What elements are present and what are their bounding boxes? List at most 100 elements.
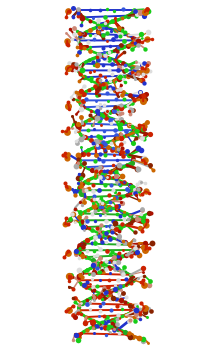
Point [129, 302, 132, 307]
Point [128, 152, 131, 158]
Point [138, 89, 141, 94]
Point [86, 151, 90, 157]
Point [82, 83, 86, 89]
Point [82, 15, 85, 20]
Point [110, 28, 113, 34]
Point [128, 182, 131, 188]
Point [99, 165, 103, 170]
Point [82, 282, 86, 288]
Point [131, 69, 134, 75]
Point [77, 334, 81, 340]
Point [104, 231, 107, 236]
Point [119, 297, 123, 303]
Point [107, 204, 110, 209]
Point [143, 240, 146, 246]
Point [77, 249, 80, 254]
Point [133, 40, 137, 46]
Point [102, 229, 105, 235]
Point [114, 176, 117, 181]
Point [138, 77, 142, 82]
Point [86, 128, 90, 133]
Point [75, 52, 78, 58]
Point [114, 296, 118, 302]
Point [104, 115, 107, 120]
Point [101, 171, 104, 177]
Point [96, 283, 99, 289]
Point [124, 295, 128, 300]
Point [143, 305, 146, 311]
Point [105, 230, 108, 236]
Point [64, 70, 68, 76]
Point [115, 145, 119, 150]
Point [126, 148, 129, 154]
Point [88, 225, 91, 230]
Point [124, 241, 127, 246]
Point [143, 158, 146, 163]
Point [78, 245, 82, 251]
Point [80, 300, 83, 306]
Point [125, 163, 129, 168]
Point [82, 283, 86, 288]
Point [102, 201, 105, 207]
Point [68, 217, 72, 223]
Point [111, 61, 115, 67]
Point [99, 73, 102, 78]
Point [139, 94, 142, 99]
Point [77, 90, 81, 96]
Point [103, 141, 107, 147]
Point [129, 303, 132, 309]
Point [99, 143, 102, 149]
Point [135, 64, 138, 69]
Point [121, 7, 125, 12]
Point [81, 36, 84, 41]
Point [143, 221, 146, 227]
Point [116, 45, 120, 50]
Point [77, 217, 80, 223]
Point [108, 270, 112, 276]
Point [99, 291, 103, 296]
Point [73, 192, 77, 198]
Point [142, 215, 145, 220]
Point [96, 89, 99, 94]
Point [93, 295, 96, 300]
Point [111, 138, 114, 144]
Point [78, 11, 81, 17]
Point [144, 219, 148, 225]
Point [81, 181, 84, 186]
Point [141, 92, 145, 98]
Point [136, 186, 139, 192]
Point [99, 194, 102, 200]
Point [117, 113, 121, 119]
Point [81, 151, 84, 156]
Point [81, 134, 84, 140]
Point [103, 74, 106, 80]
Point [92, 325, 95, 331]
Point [123, 140, 126, 145]
Point [135, 246, 139, 251]
Point [99, 173, 102, 179]
Point [108, 199, 112, 205]
Point [117, 330, 120, 336]
Point [84, 194, 87, 200]
Point [144, 67, 147, 73]
Point [78, 273, 81, 279]
Point [101, 25, 104, 30]
Point [145, 6, 149, 12]
Point [97, 25, 101, 31]
Point [78, 34, 81, 40]
Point [107, 49, 111, 55]
Point [112, 36, 115, 42]
Point [127, 62, 130, 68]
Point [136, 275, 139, 281]
Point [103, 147, 106, 153]
Point [136, 36, 139, 42]
Point [104, 148, 107, 154]
Point [99, 205, 103, 210]
Point [109, 267, 112, 272]
Point [99, 179, 102, 185]
Point [105, 319, 108, 325]
Point [102, 146, 105, 151]
Point [93, 248, 96, 254]
Point [98, 138, 101, 143]
Point [74, 61, 78, 67]
